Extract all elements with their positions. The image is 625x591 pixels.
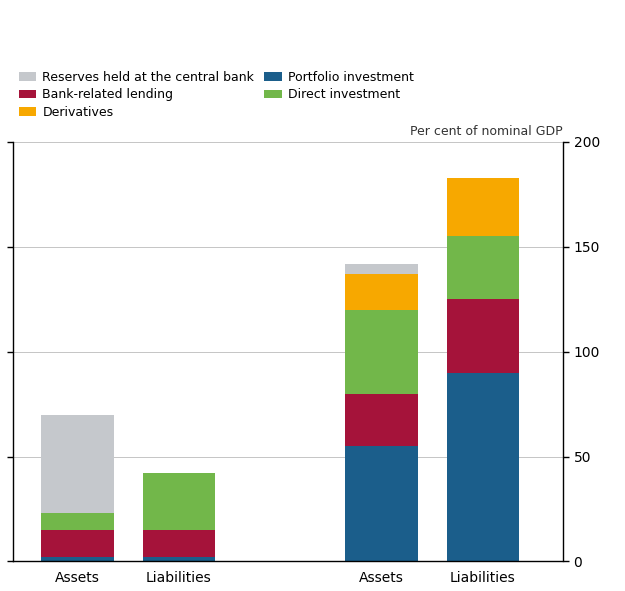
- Legend: Reserves held at the central bank, Bank-related lending, Derivatives, Portfolio : Reserves held at the central bank, Bank-…: [19, 71, 414, 119]
- Bar: [346, 310, 418, 394]
- Bar: [447, 177, 519, 236]
- Bar: [346, 274, 418, 310]
- Bar: [346, 394, 418, 446]
- Bar: [142, 473, 215, 530]
- Bar: [41, 557, 114, 561]
- Bar: [346, 446, 418, 561]
- Bar: [346, 264, 418, 274]
- Bar: [447, 299, 519, 372]
- Bar: [447, 236, 519, 299]
- Bar: [41, 530, 114, 557]
- Bar: [447, 372, 519, 561]
- Bar: [41, 415, 114, 513]
- Bar: [142, 557, 215, 561]
- Text: Per cent of nominal GDP: Per cent of nominal GDP: [410, 125, 562, 138]
- Bar: [41, 513, 114, 530]
- Bar: [142, 530, 215, 557]
